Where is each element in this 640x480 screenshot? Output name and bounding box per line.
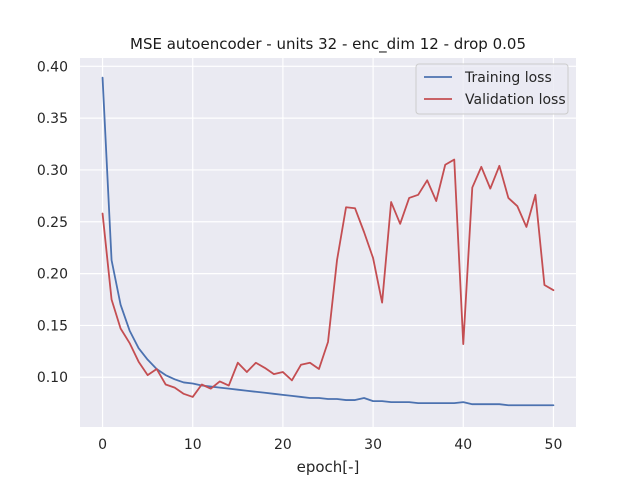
- y-tick-label: 0.15: [37, 318, 68, 334]
- x-tick-label: 10: [184, 437, 202, 453]
- chart-title: MSE autoencoder - units 32 - enc_dim 12 …: [130, 35, 526, 54]
- y-tick-label: 0.40: [37, 59, 68, 75]
- legend-frame: [415, 63, 569, 115]
- y-tick-label: 0.35: [37, 111, 68, 127]
- x-tick-label: 40: [454, 437, 472, 453]
- plot-area: [80, 58, 576, 427]
- y-axis-ticks: 0.10 0.15 0.20 0.25 0.30 0.35 0.40: [37, 59, 68, 386]
- y-tick-label: 0.20: [37, 267, 68, 283]
- legend-label-validation: Validation loss: [465, 92, 566, 108]
- x-axis-label: epoch[-]: [297, 458, 360, 476]
- legend: Training loss Validation loss: [415, 63, 569, 115]
- validation-loss-line: [101, 158, 555, 398]
- grid: [80, 58, 576, 427]
- x-axis-ticks: 0 10 20 30 40 50: [98, 437, 562, 453]
- y-tick-label: 0.25: [37, 215, 68, 231]
- y-tick-label: 0.10: [37, 370, 68, 386]
- legend-label-training: Training loss: [464, 70, 552, 86]
- x-tick-label: 30: [364, 437, 382, 453]
- y-tick-label: 0.30: [37, 163, 68, 179]
- x-tick-label: 20: [274, 437, 292, 453]
- series-lines: [101, 76, 555, 407]
- x-tick-label: 0: [98, 437, 107, 453]
- x-tick-label: 50: [545, 437, 563, 453]
- training-loss-line: [101, 76, 555, 407]
